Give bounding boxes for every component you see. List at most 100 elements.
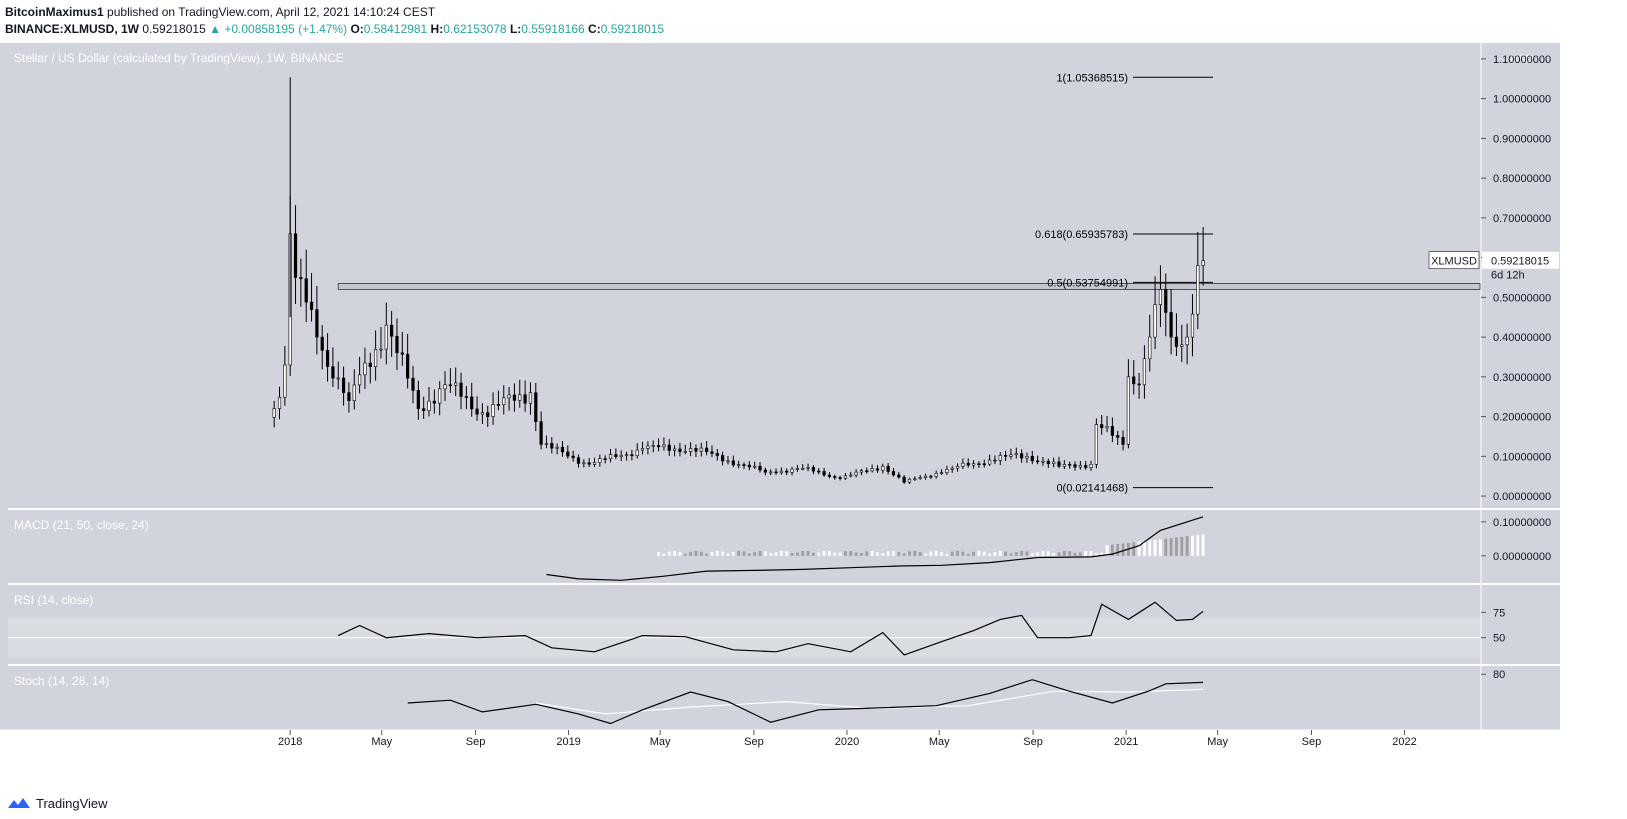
x-tick-label: 2022: [1392, 736, 1416, 748]
x-tick-label: 2021: [1114, 736, 1138, 748]
indicator-y-tick-label: 0.00000000: [1493, 551, 1551, 563]
macd-histogram-bar: [838, 552, 842, 556]
candle-body: [806, 467, 810, 469]
candle-body: [923, 475, 928, 478]
candle-body: [571, 455, 575, 459]
macd-histogram-bar: [876, 552, 879, 556]
candle-body: [721, 455, 725, 462]
macd-histogram-bar: [1068, 551, 1072, 556]
macd-histogram-bar: [1020, 550, 1024, 556]
macd-histogram-bar: [683, 553, 687, 556]
macd-histogram-bar: [892, 550, 895, 556]
macd-histogram-bar: [1105, 545, 1109, 556]
candle-body: [961, 462, 965, 467]
candle-body: [891, 471, 896, 476]
candle-body: [1201, 260, 1205, 266]
macd-histogram-bar: [982, 551, 986, 556]
candle-body: [918, 477, 922, 479]
y-tick-label: 0.50000000: [1493, 292, 1551, 304]
macd-histogram-bar: [1196, 535, 1200, 556]
candle-body: [544, 443, 549, 445]
author-name[interactable]: BitcoinMaximus1: [5, 5, 104, 19]
macd-histogram-bar: [801, 550, 805, 556]
macd-histogram-bar: [1201, 534, 1205, 556]
macd-histogram-bar: [673, 550, 676, 556]
macd-histogram-bar: [657, 551, 660, 556]
candle-body: [576, 457, 581, 464]
candle-body: [352, 384, 356, 401]
candle-body: [1110, 426, 1114, 436]
candle-body: [1174, 336, 1179, 347]
y-tick-label: 0.70000000: [1493, 213, 1551, 225]
macd-histogram-bar: [972, 551, 975, 556]
last-price: 0.59218015: [142, 22, 206, 36]
candle-body: [560, 446, 565, 453]
x-tick-label: May: [929, 736, 950, 748]
chart-background: [0, 43, 1560, 730]
x-tick-label: Sep: [466, 736, 486, 748]
candle-body: [843, 475, 848, 479]
candle-body: [1137, 383, 1141, 386]
y-tick-label: 0.40000000: [1493, 332, 1551, 344]
candle-body: [907, 478, 912, 483]
macd-histogram-bar: [1185, 536, 1189, 556]
open-label: O:: [350, 22, 364, 36]
candle-body: [384, 324, 388, 350]
candle-body: [934, 473, 938, 477]
candle-body: [1073, 464, 1077, 468]
indicator-name: RSI (14, close): [14, 593, 93, 607]
macd-histogram-bar: [1094, 552, 1098, 556]
macd-histogram-bar: [1116, 544, 1120, 556]
candle-body: [945, 469, 949, 473]
candle-body: [614, 454, 618, 458]
candle-body: [528, 392, 533, 404]
candle-body: [272, 408, 276, 418]
macd-histogram-bar: [1078, 552, 1082, 556]
macd-histogram-bar: [988, 553, 991, 556]
candle-body: [838, 477, 842, 479]
candle-body: [646, 445, 650, 449]
candle-body: [710, 451, 714, 454]
macd-histogram-bar: [908, 551, 911, 556]
candle-body: [486, 412, 490, 417]
candle-body: [785, 470, 789, 473]
candle-body: [539, 421, 543, 445]
candle-body: [347, 392, 351, 401]
currency-label: USD: [1510, 53, 1533, 65]
macd-histogram-bar: [1137, 541, 1141, 556]
candle-body: [363, 362, 367, 376]
candle-body: [475, 408, 479, 415]
candle-body: [1057, 461, 1061, 467]
macd-histogram-bar: [924, 553, 927, 556]
macd-histogram-bar: [731, 551, 735, 556]
candle-body: [555, 446, 559, 449]
candle-body: [1126, 376, 1130, 445]
macd-histogram-bar: [833, 552, 837, 556]
macd-histogram-bar: [812, 552, 815, 556]
macd-histogram-bar: [1036, 552, 1040, 556]
candle-body: [534, 392, 538, 422]
macd-histogram-bar: [860, 552, 863, 556]
x-tick-label: May: [1207, 736, 1228, 748]
high-label: H:: [430, 22, 444, 36]
macd-histogram-bar: [769, 553, 773, 556]
candle-body: [299, 277, 303, 280]
candle-body: [790, 468, 794, 473]
macd-histogram-bar: [1143, 541, 1146, 556]
candle-body: [1116, 435, 1120, 438]
macd-histogram-bar: [742, 551, 746, 556]
open-value: 0.58412981: [363, 22, 428, 36]
candle-body: [758, 465, 762, 471]
tradingview-logo[interactable]: TradingView: [6, 795, 108, 811]
y-tick-label: 0.20000000: [1493, 412, 1551, 424]
candle-body: [822, 471, 826, 476]
candle-body: [779, 470, 783, 474]
candle-body: [1164, 289, 1168, 313]
candle-body: [309, 301, 314, 310]
candle-body: [763, 469, 767, 473]
candle-body: [833, 476, 837, 478]
chart-title: Stellar / US Dollar (calculated by Tradi…: [14, 51, 344, 65]
candle-body: [630, 454, 634, 457]
rsi-line: [337, 601, 1204, 656]
